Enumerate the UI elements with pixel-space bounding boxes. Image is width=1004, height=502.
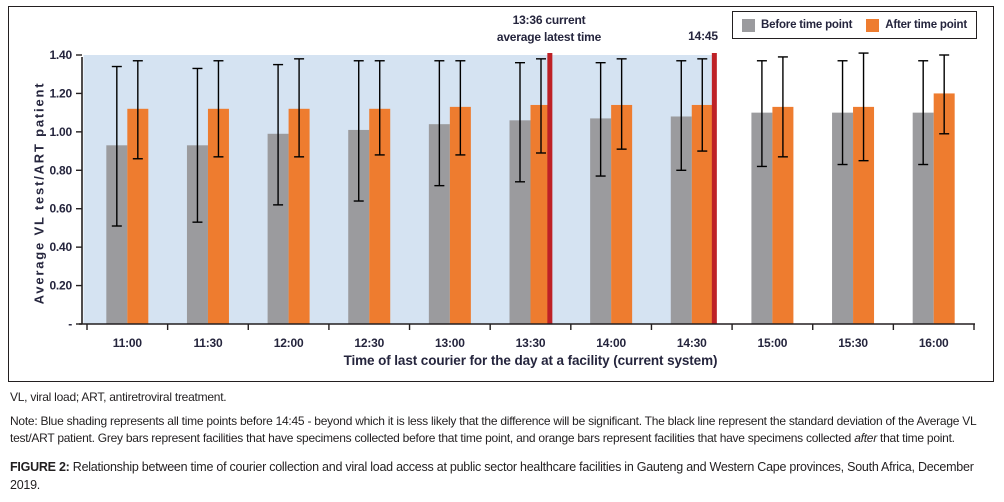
x-tick-label: 15:00	[758, 336, 788, 350]
bar-before-13:00	[428, 124, 450, 325]
bar-before-15:30	[832, 112, 854, 325]
bar-before-12:00	[267, 133, 289, 324]
y-tick-label: -	[68, 317, 72, 331]
annotation-current-average-line2: average latest time	[496, 30, 602, 44]
y-tick-label: 0.20	[49, 279, 72, 293]
caption-block: VL, viral load; ART, antiretroviral trea…	[10, 390, 994, 494]
x-tick-label: 13:00	[435, 336, 465, 350]
bar-before-13:30	[509, 120, 531, 324]
note-italic-word: after	[854, 431, 877, 446]
annotation-current-average-line1: 13:36 current	[512, 13, 586, 27]
figure-caption-label: FIGURE 2:	[10, 460, 70, 475]
bar-chart: 1.40 1.20 1.00 0.80 0.60 0.40 0.20 - 11:00 11:30 1…	[49, 48, 975, 350]
bar-after-16:00	[933, 93, 955, 324]
bar-before-14:30	[670, 116, 692, 324]
figure-caption-text: Relationship between time of courier col…	[10, 460, 974, 493]
bar-before-16:00	[912, 112, 934, 325]
y-tick-label: 1.20	[49, 86, 72, 100]
legend-label-after: After time point	[885, 19, 967, 31]
x-tick-label: 14:30	[677, 336, 707, 350]
x-tick-label: 16:00	[919, 336, 949, 350]
x-axis-title: Time of last courier for the day at a fa…	[343, 353, 718, 368]
legend-swatch-before-icon	[742, 18, 756, 32]
x-tick-label: 11:00	[113, 336, 143, 350]
bar-after-15:30	[853, 106, 875, 324]
x-tick-label: 12:00	[274, 336, 304, 350]
y-tick-label: 1.40	[49, 48, 72, 62]
bar-after-15:00	[772, 106, 794, 324]
y-tick-label: 0.40	[49, 240, 72, 254]
annotation-cutoff-time: 14:45	[688, 29, 718, 43]
note-paragraph: Note: Blue shading represents all time p…	[10, 413, 994, 447]
bar-before-11:30	[186, 145, 208, 324]
bar-after-14:30	[691, 104, 713, 324]
note-text-part2: that time point.	[876, 431, 955, 446]
y-tick-label: 0.60	[49, 202, 72, 216]
bar-after-13:00	[449, 106, 471, 324]
bar-after-11:30	[207, 108, 229, 324]
legend-swatch-after-icon	[866, 18, 880, 32]
x-tick-label: 11:30	[193, 336, 223, 350]
bar-before-14:00	[590, 118, 612, 325]
bar-after-14:00	[611, 104, 633, 324]
y-tick-label: 0.80	[49, 163, 72, 177]
figure-caption: FIGURE 2: Relationship between time of c…	[10, 458, 994, 494]
x-tick-label: 14:00	[596, 336, 626, 350]
x-tick-label: 12:30	[354, 336, 384, 350]
bar-before-12:30	[348, 129, 370, 324]
legend: Before time point After time point	[732, 11, 977, 39]
x-tick-label: 13:30	[516, 336, 546, 350]
legend-label-before: Before time point	[761, 19, 853, 31]
note-text-part1: Note: Blue shading represents all time p…	[10, 414, 976, 446]
chart-panel: 1.40 1.20 1.00 0.80 0.60 0.40 0.20 - 11:00 11:30 1…	[8, 6, 994, 382]
bar-after-13:30	[530, 104, 552, 324]
bar-after-12:00	[288, 108, 310, 324]
bar-before-11:00	[106, 145, 128, 324]
y-tick-label: 1.00	[49, 125, 72, 139]
y-axis-title: Average VL test/ART patient	[31, 81, 47, 305]
bar-before-15:00	[751, 112, 773, 325]
bar-after-11:00	[127, 108, 149, 324]
bar-after-12:30	[369, 108, 391, 324]
abbreviations-line: VL, viral load; ART, antiretroviral trea…	[10, 390, 227, 404]
x-tick-label: 15:30	[838, 336, 868, 350]
